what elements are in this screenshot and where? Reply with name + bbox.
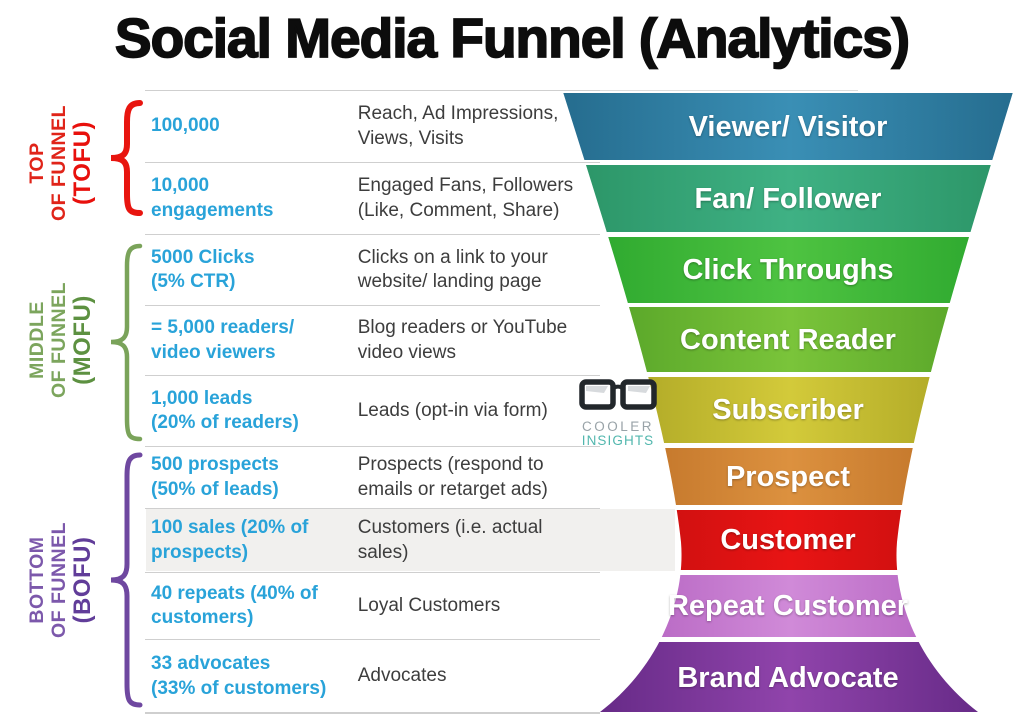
group-label-mofu-abbr: (MOFU) (69, 295, 97, 385)
group-label-tofu: TOP OF FUNNEL (TOFU) (6, 93, 118, 233)
table-row: = 5,000 readers/ video viewers Blog read… (145, 305, 600, 375)
funnel-band (563, 237, 1013, 303)
table-row: 10,000 engagements Engaged Fans, Followe… (145, 162, 600, 234)
metric-value: 100,000 (151, 115, 220, 137)
table-row: 33 advocates (33% of customers) Advocate… (145, 639, 600, 713)
table-row: 1,000 leads (20% of readers) Leads (opt-… (145, 375, 600, 446)
row-highlight (146, 509, 675, 571)
metric-description: Reach, Ad Impressions, Views, Visits (357, 103, 559, 149)
metric-description: Prospects (respond to emails or retarget… (357, 454, 548, 500)
group-label-mofu-lines: MIDDLE OF FUNNEL (26, 281, 70, 399)
bofu-brace-icon (110, 452, 143, 708)
glasses-icon (579, 379, 657, 410)
metric-value: 100 sales (20% of prospects) (151, 517, 309, 563)
metric-value: 1,000 leads (20% of readers) (151, 387, 299, 433)
funnel-band (563, 93, 1013, 160)
funnel-stage-label: Brand Advocate (677, 662, 898, 694)
table-row: 100 sales (20% of prospects) Customers (… (145, 508, 600, 572)
group-label-bofu-abbr: (BOFU) (69, 536, 97, 624)
metric-value: 500 prospects (50% of leads) (151, 454, 279, 500)
funnel-stage-label: Click Throughs (682, 254, 893, 286)
table-row: 5000 Clicks (5% CTR) Clicks on a link to… (145, 234, 600, 305)
logo-text-insights: INSIGHTS (581, 433, 655, 448)
metric-description: Blog readers or YouTube video views (357, 317, 568, 363)
page-title: Social Media Funnel (Analytics) (114, 6, 911, 70)
group-label-bofu: BOTTOM OF FUNNEL (BOFU) (6, 450, 118, 710)
funnel-stage-label: Subscriber (712, 394, 864, 426)
table-row: 100,000 Reach, Ad Impressions, Views, Vi… (145, 90, 600, 162)
metric-description: Engaged Fans, Followers (Like, Comment, … (357, 175, 574, 221)
table-row: 40 repeats (40% of customers) Loyal Cust… (145, 572, 600, 639)
bottom-separator (145, 712, 600, 714)
metric-value: 33 advocates (33% of customers) (151, 653, 327, 699)
funnel-stage-label: Fan/ Follower (695, 183, 882, 215)
metric-description: Customers (i.e. actual sales) (357, 517, 543, 563)
metric-description: Leads (opt-in via form) (357, 399, 548, 421)
funnel-stage-label: Customer (720, 524, 855, 556)
top-separator-extension (600, 90, 858, 92)
mofu-brace-icon (110, 243, 143, 442)
metric-value: 40 repeats (40% of customers) (151, 582, 318, 628)
metric-description: Advocates (357, 665, 447, 687)
metric-description: Loyal Customers (357, 594, 501, 616)
funnel-stage-label: Viewer/ Visitor (689, 111, 888, 143)
tofu-brace-icon (110, 100, 143, 216)
group-label-tofu-lines: TOP OF FUNNEL (26, 104, 70, 222)
funnel-stage-label: Prospect (726, 461, 850, 493)
group-label-mofu: MIDDLE OF FUNNEL (MOFU) (6, 240, 118, 440)
metric-value: 10,000 engagements (151, 175, 274, 221)
table-row: 500 prospects (50% of leads) Prospects (… (145, 446, 600, 508)
funnel-band (563, 165, 1013, 232)
logo-text-cooler: COOLER (581, 419, 654, 434)
metric-description: Clicks on a link to your website/ landin… (357, 246, 548, 292)
cooler-insights-logo: COOLER INSIGHTS (575, 377, 661, 448)
funnel-stage-label: Content Reader (680, 324, 896, 356)
group-label-bofu-lines: BOTTOM OF FUNNEL (26, 521, 70, 639)
metric-value: 5000 Clicks (5% CTR) (151, 246, 255, 292)
funnel-stage-label: Repeat Customer (668, 590, 908, 622)
metric-value: = 5,000 readers/ video viewers (151, 317, 295, 363)
group-label-tofu-abbr: (TOFU) (69, 121, 97, 205)
